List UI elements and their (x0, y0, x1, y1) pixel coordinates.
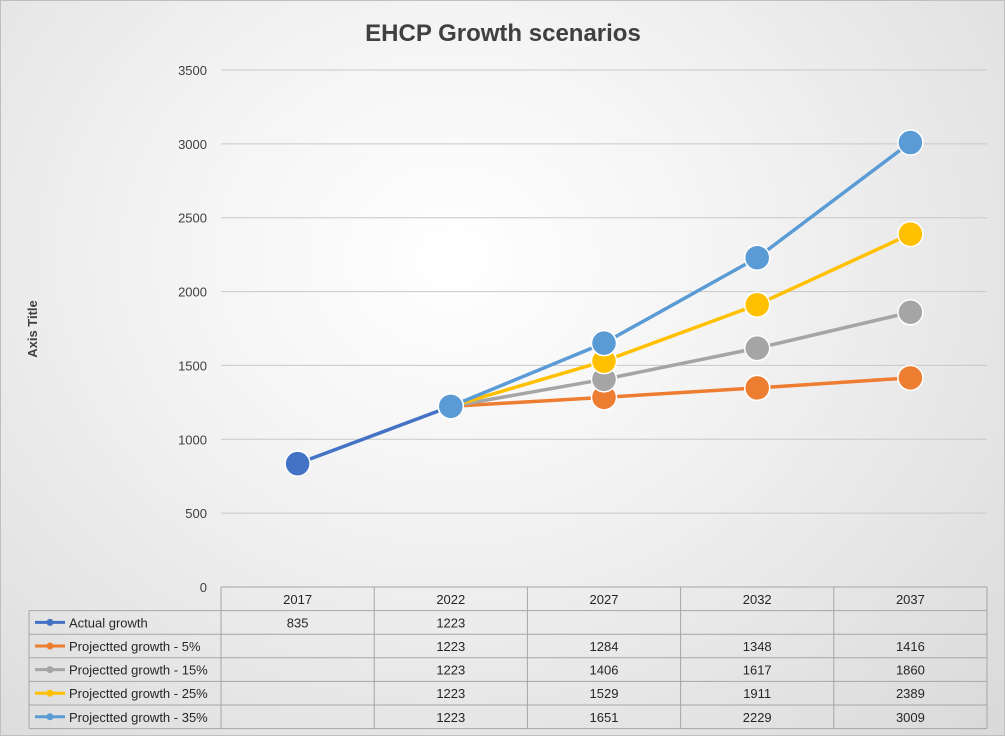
y-tick-label: 1500 (178, 358, 207, 373)
table-cell-value: 1348 (743, 639, 772, 654)
y-tick-label: 1000 (178, 432, 207, 447)
data-point-marker (743, 244, 771, 271)
series-line (450, 141, 912, 408)
table-cell-value: 1223 (436, 615, 465, 630)
table-cell-value: 2389 (896, 686, 925, 701)
data-point-marker (590, 329, 618, 357)
legend-key-marker (46, 713, 54, 721)
table-cell-value: 1406 (590, 663, 619, 678)
legend-key-marker (46, 618, 54, 626)
data-point-marker (437, 393, 465, 420)
series-lines (296, 141, 912, 466)
table-cell-value: 1284 (590, 639, 619, 654)
table-cell-value: 1223 (436, 663, 465, 678)
y-tick-label: 500 (185, 506, 207, 521)
data-point-marker (284, 450, 311, 477)
gridlines: 0 500 1000 1500 2000 2500 3000 3500 (178, 63, 987, 595)
series-markers (284, 129, 924, 477)
series-line (450, 310, 911, 409)
series-line (296, 404, 452, 466)
legend-entry: Actual growth (69, 615, 148, 630)
data-point-marker (897, 129, 924, 156)
data-table: 2017 2022 2027 2032 2037 Actual growth 835 1223… (28, 586, 988, 730)
legend-entry: Projectted growth - 35% (69, 710, 208, 725)
chart-title: EHCP Growth scenarios (365, 20, 641, 47)
table-cell-value: 1529 (590, 686, 619, 701)
y-tick-label: 2000 (178, 285, 207, 300)
x-category-label: 2027 (590, 592, 619, 607)
data-point-marker (743, 334, 771, 362)
table-cell-value: 1617 (743, 663, 772, 678)
data-point-marker (897, 220, 924, 248)
x-category-label: 2017 (283, 592, 312, 607)
table-cell-value: 1860 (896, 663, 925, 678)
data-point-marker (743, 374, 771, 402)
table-cell-value: 2229 (743, 710, 772, 725)
y-tick-label: 0 (200, 580, 207, 595)
legend-key-marker (46, 689, 54, 697)
x-category-label: 2022 (436, 592, 465, 607)
legend-entry: Projectted growth - 25% (69, 686, 208, 701)
table-cell-value: 1223 (436, 639, 465, 654)
y-axis-title: Axis Title (25, 300, 40, 358)
table-cell-value: 1416 (896, 639, 925, 654)
table-cell-value: 835 (287, 615, 309, 630)
y-tick-label: 2500 (178, 211, 207, 226)
x-category-label: 2032 (743, 592, 772, 607)
y-tick-label: 3000 (178, 137, 207, 152)
data-point-marker (743, 291, 771, 318)
legend-key-marker (46, 642, 54, 650)
data-point-marker (897, 364, 924, 392)
legend-entry: Projectted growth - 5% (69, 639, 201, 654)
series-line (450, 376, 911, 409)
x-category-label: 2037 (896, 592, 925, 607)
legend-entry: Projectted growth - 15% (69, 663, 208, 678)
table-cell-value: 1223 (436, 686, 465, 701)
data-point-marker (897, 299, 924, 326)
table-cell-value: 1223 (436, 710, 465, 725)
legend-key-marker (46, 666, 54, 674)
y-tick-label: 3500 (178, 63, 207, 78)
table-cell-value: 1911 (743, 686, 771, 701)
series-line (450, 232, 912, 409)
table-cell-value: 3009 (896, 710, 925, 725)
table-cell-value: 1651 (590, 710, 619, 725)
